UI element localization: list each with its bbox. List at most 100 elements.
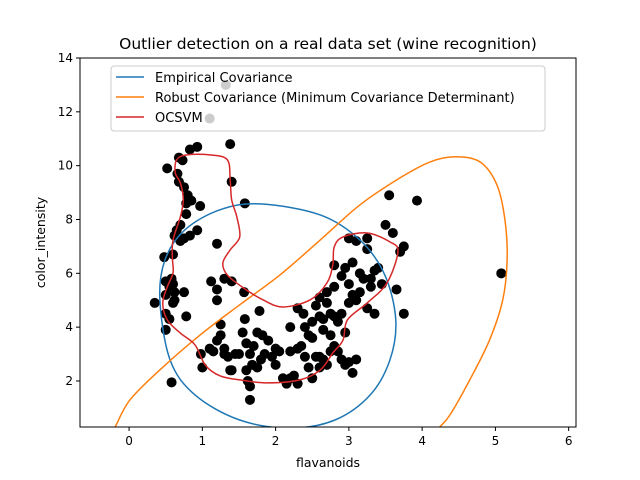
data-point (310, 300, 321, 311)
data-point (380, 219, 391, 230)
data-point (398, 308, 409, 319)
data-point (219, 349, 230, 360)
data-point (208, 346, 219, 357)
legend: Empirical Covariance Robust Covariance (M… (110, 65, 546, 132)
data-point (168, 249, 179, 260)
data-point (230, 349, 241, 360)
y-tick-label: 10 (58, 159, 73, 173)
x-tick-label: 3 (345, 434, 353, 448)
data-point (365, 273, 376, 284)
data-point (244, 381, 255, 392)
data-point (186, 195, 197, 206)
x-tick-label: 4 (418, 434, 426, 448)
data-point (296, 340, 307, 351)
data-point (395, 246, 406, 257)
data-point (318, 314, 329, 325)
data-point (166, 377, 177, 388)
data-point (285, 322, 296, 333)
y-axis: 2 4 6 8 10 12 14 (58, 51, 80, 388)
legend-label: OCSVM (155, 111, 203, 126)
data-point (343, 279, 354, 290)
data-point (329, 340, 340, 351)
data-point (340, 327, 351, 338)
data-point (391, 284, 402, 295)
axes-frame (79, 57, 577, 428)
data-point (307, 332, 318, 343)
data-point (248, 340, 259, 351)
y-axis-label: color_intensity (33, 196, 48, 288)
data-point (329, 260, 340, 271)
data-point (266, 351, 277, 362)
data-point (298, 308, 309, 319)
data-point (369, 308, 380, 319)
data-point (384, 190, 395, 201)
y-tick-label: 14 (58, 51, 73, 65)
data-point (299, 351, 310, 362)
y-tick-label: 8 (65, 212, 73, 226)
data-point (351, 354, 362, 365)
x-tick-label: 5 (492, 434, 500, 448)
legend-label: Empirical Covariance (155, 71, 293, 86)
y-tick-label: 12 (58, 105, 73, 119)
data-point (195, 201, 206, 212)
data-point (192, 225, 203, 236)
data-point (212, 284, 223, 295)
data-point (376, 279, 387, 290)
data-point (351, 295, 362, 306)
data-point (179, 287, 190, 298)
data-point (340, 262, 351, 273)
x-axis: 0 1 2 3 4 5 6 (125, 427, 572, 448)
y-tick-label: 4 (65, 320, 73, 334)
data-point (212, 295, 223, 306)
data-point (321, 359, 332, 370)
data-point (299, 322, 310, 333)
contour-robust (114, 156, 508, 427)
scatter-points (149, 79, 507, 405)
data-point (225, 365, 236, 376)
data-point (237, 327, 248, 338)
data-point (318, 324, 329, 335)
data-point (263, 335, 274, 346)
data-point (347, 367, 358, 378)
data-point (321, 297, 332, 308)
data-point (362, 233, 373, 244)
data-point (177, 155, 188, 166)
x-tick-label: 6 (565, 434, 573, 448)
data-point (332, 316, 343, 327)
data-point (321, 287, 332, 298)
data-point (274, 346, 285, 357)
data-point (239, 314, 250, 325)
contour-ocsvm (162, 153, 399, 384)
data-point (226, 276, 237, 287)
data-point (197, 362, 208, 373)
data-point (387, 227, 398, 238)
x-tick-label: 0 (125, 434, 133, 448)
data-point (169, 287, 180, 298)
data-point (212, 335, 223, 346)
data-point (325, 330, 336, 341)
data-point (164, 314, 175, 325)
contour-empirical (158, 202, 397, 427)
y-tick-label: 2 (65, 374, 73, 388)
data-point (181, 209, 192, 220)
data-point (206, 276, 217, 287)
data-point (244, 394, 255, 405)
data-point (354, 287, 365, 298)
data-point (365, 281, 376, 292)
chart-title: Outlier detection on a real data set (wi… (119, 35, 537, 53)
data-point (162, 163, 173, 174)
data-point (307, 316, 318, 327)
data-point (303, 362, 314, 373)
data-point (412, 195, 423, 206)
data-point (181, 311, 192, 322)
data-point (358, 273, 369, 284)
data-point (270, 359, 281, 370)
data-point (215, 319, 226, 330)
data-point (496, 268, 507, 279)
data-point (254, 305, 265, 316)
data-point (149, 297, 160, 308)
data-point (336, 271, 347, 282)
data-point (244, 349, 255, 360)
data-point (212, 238, 223, 249)
data-point (192, 141, 203, 152)
